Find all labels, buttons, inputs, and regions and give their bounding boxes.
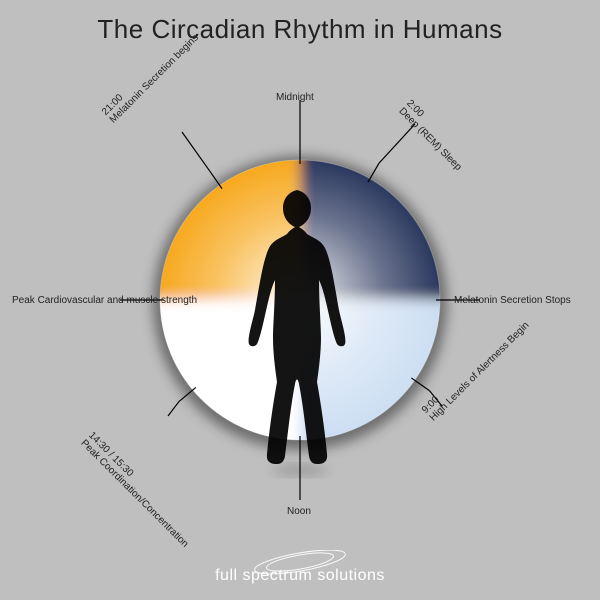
clock-event: Melatonin Secretion Stops: [454, 295, 571, 306]
clock-event: Midnight: [276, 92, 314, 103]
leader-line: [182, 132, 209, 171]
clock-label: Noon: [287, 506, 311, 517]
clock-label: Melatonin Secretion Stops: [454, 295, 571, 306]
clock-event: Peak Cardiovascular and muscle strength: [12, 295, 197, 306]
clock-event: Noon: [287, 506, 311, 517]
leader-line: [168, 402, 179, 416]
leader-line: [379, 124, 415, 163]
page-title: The Circadian Rhythm in Humans: [0, 14, 600, 45]
circadian-diagram: Midnight2:00Deep (REM) SleepMelatonin Se…: [0, 70, 600, 530]
brand-text: full spectrum solutions: [215, 567, 385, 584]
clock-label: Midnight: [276, 92, 314, 103]
brand-footer: full spectrum solutions: [0, 550, 600, 584]
brand-logo: full spectrum solutions: [190, 550, 410, 584]
clock-label: Peak Cardiovascular and muscle strength: [12, 295, 197, 306]
